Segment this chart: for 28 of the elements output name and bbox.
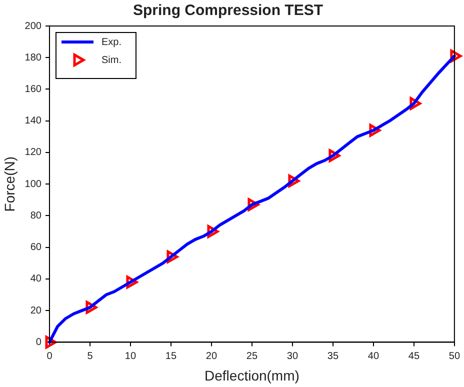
x-tick-label: 35	[327, 350, 339, 362]
y-tick-label: 180	[24, 52, 42, 64]
x-tick-label: 50	[448, 350, 460, 362]
y-tick-label: 140	[24, 116, 42, 127]
legend-label: Sim.	[101, 54, 122, 66]
x-tick-label: 20	[206, 350, 218, 362]
chart-title: Spring Compression TEST	[132, 2, 324, 20]
y-tick-label: 0	[36, 336, 42, 348]
y-axis-title: Force(N)	[1, 156, 18, 212]
y-tick-label: 60	[30, 242, 42, 254]
x-tick-label: 0	[46, 350, 53, 362]
legend-label: Exp.	[101, 36, 122, 48]
x-tick-label: 5	[87, 350, 94, 362]
x-axis-title: Deflection(mm)	[204, 367, 300, 384]
x-tick-label: 10	[124, 350, 136, 362]
y-tick-label: 80	[30, 210, 42, 222]
x-tick-label: 45	[408, 350, 420, 362]
x-tick-label: 40	[368, 350, 380, 362]
y-tick-label: 200	[24, 20, 42, 32]
y-tick-label: 40	[30, 274, 42, 285]
y-tick-label: 120	[24, 147, 42, 158]
point	[45, 336, 57, 349]
y-tick-label: 20	[30, 305, 42, 316]
x-tick-label: 25	[246, 350, 258, 362]
y-tick-label: 160	[24, 84, 42, 95]
y-tick-label: 100	[24, 178, 42, 190]
x-tick-label: 30	[286, 350, 298, 362]
x-tick-label: 15	[165, 350, 177, 362]
